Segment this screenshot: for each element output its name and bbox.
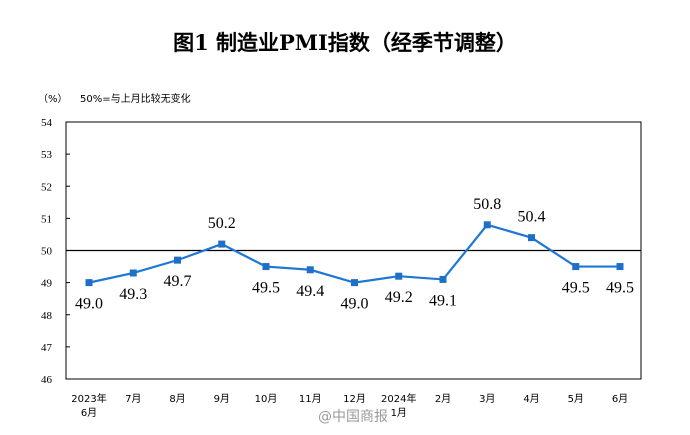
data-label: 49.0 [341,296,369,313]
x-tick-label: 7月 [125,393,141,405]
unit-label: （%） [38,93,68,105]
data-point-marker [528,234,535,242]
y-tick-label: 50 [41,246,53,258]
data-point-marker [351,279,358,287]
data-point-marker [483,221,491,229]
x-tick-label: 9月 [214,393,230,405]
x-tick-label: 11月 [299,393,322,405]
data-point-marker [262,263,270,271]
data-label: 49.5 [562,280,590,297]
data-point-marker [439,275,447,283]
x-tick-label: 5月 [568,393,584,405]
data-label: 49.5 [606,280,634,297]
chart-title: 图1 制造业PMI指数（经季节调整） [173,30,517,55]
data-point-marker [306,266,314,274]
x-tick-label: 4月 [523,393,539,405]
y-tick-label: 52 [41,181,52,193]
x-tick-label: 2024年 1月 [381,392,416,419]
x-tick-label: 12月 [343,393,366,405]
y-tick-label: 51 [41,213,52,225]
y-tick-label: 46 [41,374,53,386]
data-point-marker [616,263,624,271]
x-tick-label: 3月 [479,393,495,405]
x-tick-label: 8月 [169,393,185,405]
chart-note: 50%=与上月比较无变化 [80,92,191,105]
data-label: 49.0 [75,296,103,313]
data-point-marker [129,269,137,277]
data-labels: 49.0 49.3 49.7 50.2 49.5 49.4 49.0 49.2 49.1 50.8… [75,196,634,313]
data-label: 49.1 [429,292,457,309]
y-tick-label: 47 [41,342,53,354]
y-tick-label: 49 [41,278,53,290]
data-label: 49.3 [119,286,147,303]
y-tick-label: 54 [41,117,53,129]
y-axis: 46 47 48 49 50 51 52 53 54 [41,117,70,386]
data-point-marker [395,272,403,280]
x-tick-label: 2023年 6月 [71,392,106,419]
x-tick-label: 10月 [255,393,278,405]
data-label: 49.4 [296,283,324,300]
y-tick-label: 48 [41,310,53,322]
y-tick-label: 53 [41,149,53,161]
data-label: 49.5 [252,280,280,297]
x-axis: 2023年 6月 7月 8月 9月 10月 11月 12月 2024年 1月 2月 3月 4月 5月 6月 [71,392,628,419]
data-label: 50.2 [208,215,236,232]
data-point-marker [218,240,226,248]
x-tick-label: 2月 [435,393,451,405]
data-label: 49.7 [164,273,192,290]
data-label: 50.8 [473,196,501,213]
series-markers [85,221,624,287]
data-point-marker [174,256,181,264]
x-tick-label: 6月 [612,393,628,405]
data-point-marker [85,279,93,287]
data-label: 49.2 [385,289,413,306]
data-point-marker [572,263,580,271]
watermark: @中国商报 [318,409,388,425]
data-label: 50.4 [518,209,546,226]
